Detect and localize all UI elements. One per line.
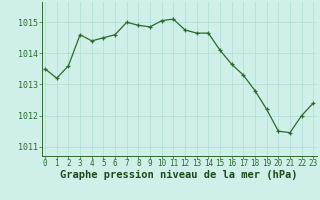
X-axis label: Graphe pression niveau de la mer (hPa): Graphe pression niveau de la mer (hPa): [60, 170, 298, 180]
